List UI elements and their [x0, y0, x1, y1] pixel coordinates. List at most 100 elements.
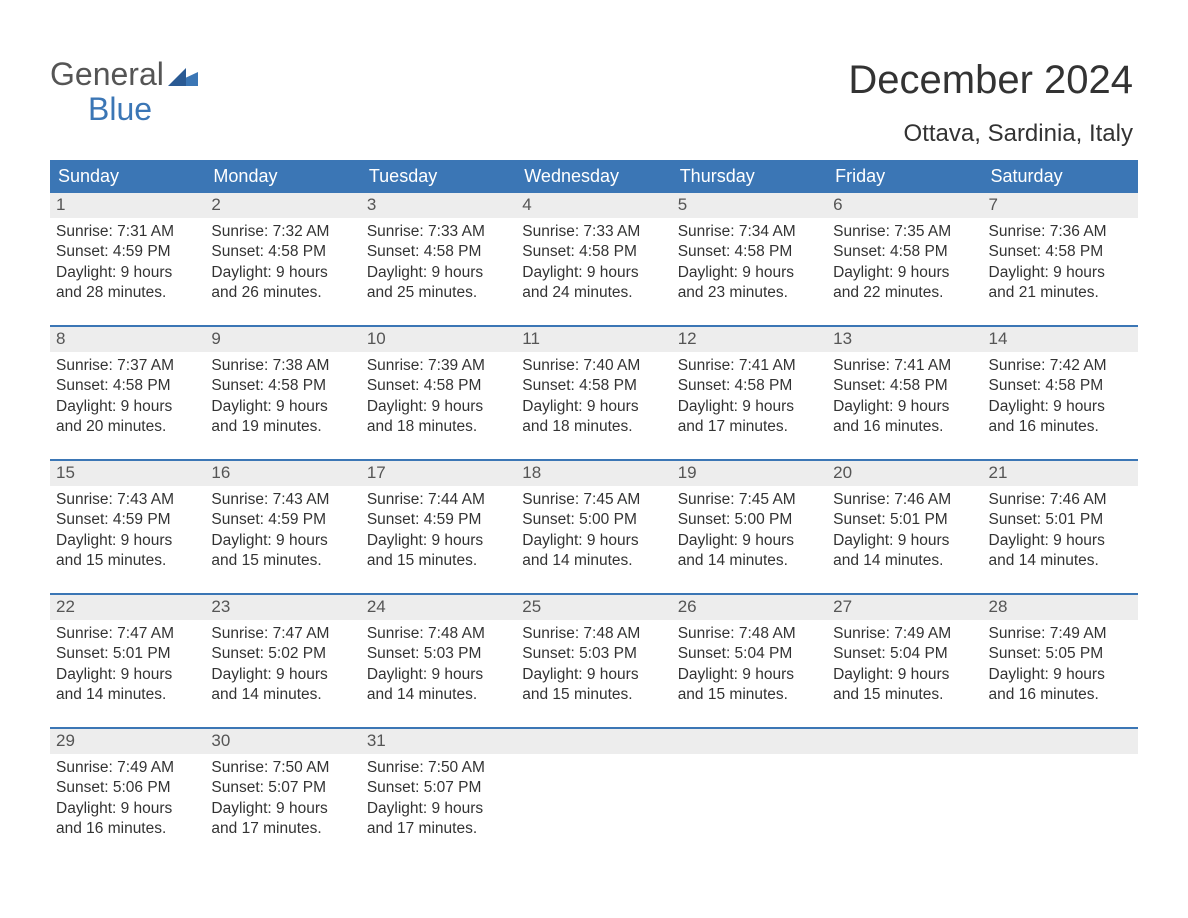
sunset-text: Sunset: 5:03 PM [367, 644, 510, 664]
sunrise-text: Sunrise: 7:47 AM [56, 624, 199, 644]
daylight-text: and 14 minutes. [367, 685, 510, 705]
day-number: 17 [361, 461, 516, 486]
daylight-text: and 14 minutes. [56, 685, 199, 705]
day-body: Sunrise: 7:34 AMSunset: 4:58 PMDaylight:… [672, 218, 827, 310]
day-number: 11 [516, 327, 671, 352]
day-body: Sunrise: 7:50 AMSunset: 5:07 PMDaylight:… [361, 754, 516, 846]
day-cell: 21Sunrise: 7:46 AMSunset: 5:01 PMDayligh… [983, 461, 1138, 593]
daylight-text: Daylight: 9 hours [367, 799, 510, 819]
day-body [516, 754, 671, 764]
sunset-text: Sunset: 4:58 PM [367, 242, 510, 262]
daylight-text: and 14 minutes. [522, 551, 665, 571]
day-cell [672, 729, 827, 861]
calendar: SundayMondayTuesdayWednesdayThursdayFrid… [50, 160, 1138, 861]
daylight-text: and 14 minutes. [989, 551, 1132, 571]
day-cell: 25Sunrise: 7:48 AMSunset: 5:03 PMDayligh… [516, 595, 671, 727]
sunset-text: Sunset: 4:59 PM [56, 510, 199, 530]
week-row: 15Sunrise: 7:43 AMSunset: 4:59 PMDayligh… [50, 459, 1138, 593]
day-number: 16 [205, 461, 360, 486]
day-cell: 26Sunrise: 7:48 AMSunset: 5:04 PMDayligh… [672, 595, 827, 727]
day-number: 26 [672, 595, 827, 620]
sunset-text: Sunset: 4:59 PM [211, 510, 354, 530]
day-number: 18 [516, 461, 671, 486]
day-cell: 17Sunrise: 7:44 AMSunset: 4:59 PMDayligh… [361, 461, 516, 593]
daylight-text: and 16 minutes. [833, 417, 976, 437]
day-body [983, 754, 1138, 764]
day-body: Sunrise: 7:37 AMSunset: 4:58 PMDaylight:… [50, 352, 205, 444]
weekday-header: Sunday [50, 160, 205, 193]
day-cell: 22Sunrise: 7:47 AMSunset: 5:01 PMDayligh… [50, 595, 205, 727]
week-row: 8Sunrise: 7:37 AMSunset: 4:58 PMDaylight… [50, 325, 1138, 459]
day-body: Sunrise: 7:42 AMSunset: 4:58 PMDaylight:… [983, 352, 1138, 444]
day-body: Sunrise: 7:38 AMSunset: 4:58 PMDaylight:… [205, 352, 360, 444]
day-body: Sunrise: 7:33 AMSunset: 4:58 PMDaylight:… [361, 218, 516, 310]
day-cell: 5Sunrise: 7:34 AMSunset: 4:58 PMDaylight… [672, 193, 827, 325]
sunset-text: Sunset: 5:07 PM [367, 778, 510, 798]
daylight-text: and 25 minutes. [367, 283, 510, 303]
daylight-text: Daylight: 9 hours [367, 665, 510, 685]
daylight-text: and 15 minutes. [678, 685, 821, 705]
sunset-text: Sunset: 4:58 PM [833, 242, 976, 262]
sunrise-text: Sunrise: 7:50 AM [211, 758, 354, 778]
day-number: 1 [50, 193, 205, 218]
weekday-header-row: SundayMondayTuesdayWednesdayThursdayFrid… [50, 160, 1138, 193]
sunrise-text: Sunrise: 7:41 AM [833, 356, 976, 376]
daylight-text: Daylight: 9 hours [211, 665, 354, 685]
day-cell [827, 729, 982, 861]
sunrise-text: Sunrise: 7:36 AM [989, 222, 1132, 242]
day-number: 30 [205, 729, 360, 754]
day-cell: 15Sunrise: 7:43 AMSunset: 4:59 PMDayligh… [50, 461, 205, 593]
day-body: Sunrise: 7:49 AMSunset: 5:06 PMDaylight:… [50, 754, 205, 846]
daylight-text: and 15 minutes. [522, 685, 665, 705]
sunset-text: Sunset: 4:58 PM [522, 376, 665, 396]
day-number: 6 [827, 193, 982, 218]
sunrise-text: Sunrise: 7:45 AM [522, 490, 665, 510]
daylight-text: and 17 minutes. [678, 417, 821, 437]
day-cell: 31Sunrise: 7:50 AMSunset: 5:07 PMDayligh… [361, 729, 516, 861]
sunset-text: Sunset: 5:01 PM [56, 644, 199, 664]
daylight-text: Daylight: 9 hours [211, 799, 354, 819]
day-cell: 4Sunrise: 7:33 AMSunset: 4:58 PMDaylight… [516, 193, 671, 325]
day-number: 12 [672, 327, 827, 352]
day-cell: 29Sunrise: 7:49 AMSunset: 5:06 PMDayligh… [50, 729, 205, 861]
day-number [827, 729, 982, 754]
day-body: Sunrise: 7:48 AMSunset: 5:04 PMDaylight:… [672, 620, 827, 712]
daylight-text: and 20 minutes. [56, 417, 199, 437]
day-number: 2 [205, 193, 360, 218]
day-cell: 30Sunrise: 7:50 AMSunset: 5:07 PMDayligh… [205, 729, 360, 861]
logo-general: General [50, 56, 164, 92]
day-body: Sunrise: 7:47 AMSunset: 5:02 PMDaylight:… [205, 620, 360, 712]
day-cell: 6Sunrise: 7:35 AMSunset: 4:58 PMDaylight… [827, 193, 982, 325]
daylight-text: and 26 minutes. [211, 283, 354, 303]
daylight-text: and 16 minutes. [989, 417, 1132, 437]
week-row: 29Sunrise: 7:49 AMSunset: 5:06 PMDayligh… [50, 727, 1138, 861]
daylight-text: Daylight: 9 hours [211, 397, 354, 417]
sunrise-text: Sunrise: 7:35 AM [833, 222, 976, 242]
day-body: Sunrise: 7:36 AMSunset: 4:58 PMDaylight:… [983, 218, 1138, 310]
day-cell: 27Sunrise: 7:49 AMSunset: 5:04 PMDayligh… [827, 595, 982, 727]
day-body: Sunrise: 7:49 AMSunset: 5:04 PMDaylight:… [827, 620, 982, 712]
sunset-text: Sunset: 4:58 PM [211, 242, 354, 262]
sunrise-text: Sunrise: 7:49 AM [56, 758, 199, 778]
sunset-text: Sunset: 5:00 PM [522, 510, 665, 530]
daylight-text: Daylight: 9 hours [989, 665, 1132, 685]
week-row: 22Sunrise: 7:47 AMSunset: 5:01 PMDayligh… [50, 593, 1138, 727]
day-number: 15 [50, 461, 205, 486]
sunset-text: Sunset: 4:59 PM [56, 242, 199, 262]
daylight-text: Daylight: 9 hours [833, 397, 976, 417]
day-body [827, 754, 982, 764]
daylight-text: and 16 minutes. [56, 819, 199, 839]
day-body: Sunrise: 7:45 AMSunset: 5:00 PMDaylight:… [516, 486, 671, 578]
day-cell: 24Sunrise: 7:48 AMSunset: 5:03 PMDayligh… [361, 595, 516, 727]
day-body: Sunrise: 7:46 AMSunset: 5:01 PMDaylight:… [827, 486, 982, 578]
page-subtitle: Ottava, Sardinia, Italy [904, 120, 1133, 148]
day-number: 23 [205, 595, 360, 620]
daylight-text: and 18 minutes. [522, 417, 665, 437]
daylight-text: Daylight: 9 hours [678, 531, 821, 551]
sunset-text: Sunset: 4:58 PM [989, 242, 1132, 262]
day-body: Sunrise: 7:39 AMSunset: 4:58 PMDaylight:… [361, 352, 516, 444]
sunset-text: Sunset: 4:58 PM [678, 376, 821, 396]
day-number: 5 [672, 193, 827, 218]
sunrise-text: Sunrise: 7:47 AM [211, 624, 354, 644]
weekday-header: Friday [827, 160, 982, 193]
